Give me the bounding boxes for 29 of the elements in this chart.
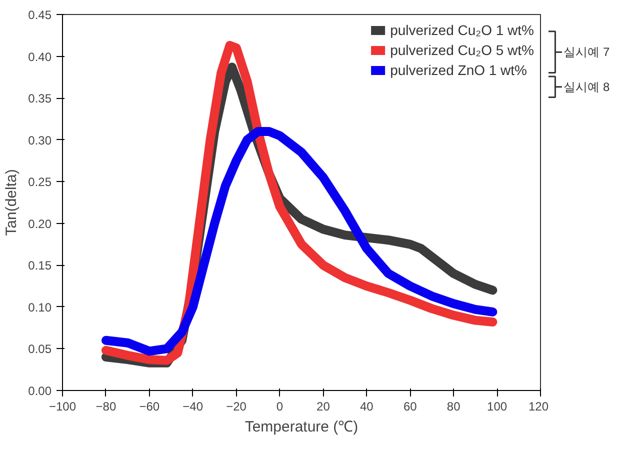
y-tick-label: 0.15 bbox=[28, 258, 52, 273]
y-tick-label: 0.20 bbox=[28, 216, 52, 231]
x-tick-label: −40 bbox=[182, 400, 204, 414]
x-tick-label: 20 bbox=[316, 400, 330, 414]
y-tick-label: 0.30 bbox=[28, 133, 52, 148]
x-tick-label: 80 bbox=[446, 400, 461, 414]
x-tick-label: −80 bbox=[96, 400, 116, 414]
x-axis-title: Temperature (℃) bbox=[244, 418, 358, 436]
x-tick-label: 0 bbox=[276, 400, 284, 414]
x-tick-label: 40 bbox=[360, 400, 374, 414]
y-tick-label: 0.00 bbox=[28, 384, 52, 398]
y-tick-label: 0.10 bbox=[28, 300, 52, 314]
legend-label: pulverized Cu₂O 5 wt% bbox=[390, 42, 534, 58]
y-tick-label: 0.05 bbox=[28, 342, 52, 356]
y-tick-label: 0.45 bbox=[28, 8, 52, 22]
x-tick-label: 100 bbox=[487, 400, 508, 414]
legend-label: pulverized ZnO 1 wt% bbox=[390, 62, 528, 78]
y-tick-label: 0.40 bbox=[28, 50, 52, 64]
text: 실시예 8 bbox=[564, 80, 610, 94]
x-tick-label: −20 bbox=[226, 400, 247, 414]
legend-label: pulverized Cu₂O 1 wt% bbox=[390, 22, 534, 38]
x-tick-label: −60 bbox=[139, 400, 160, 414]
y-tick-label: 0.25 bbox=[28, 175, 52, 190]
y-axis-title: Tan(delta) bbox=[3, 169, 20, 236]
text: 실시예 7 bbox=[564, 45, 610, 60]
x-tick-label: 120 bbox=[528, 400, 549, 414]
x-tick-label: −100 bbox=[48, 400, 76, 414]
x-tick-label: 60 bbox=[403, 400, 418, 414]
y-tick-label: 0.35 bbox=[28, 92, 52, 106]
